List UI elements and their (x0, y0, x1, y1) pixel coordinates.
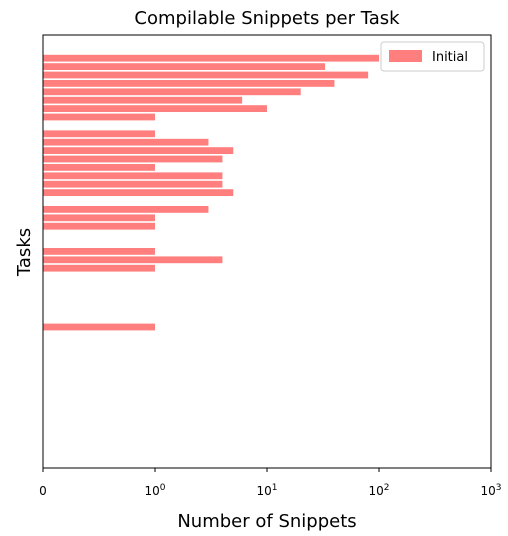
bar (43, 189, 234, 196)
bar (43, 323, 155, 331)
x-tick-label: 0 (39, 484, 47, 498)
x-tick-label: 101 (256, 483, 277, 498)
bar (43, 214, 155, 222)
legend: Initial (380, 41, 485, 72)
x-axis-label: Number of Snippets (177, 511, 356, 532)
bar (43, 71, 369, 79)
bar (43, 222, 155, 230)
bar (43, 80, 335, 87)
bar-group (43, 54, 379, 331)
x-tick-label: 102 (368, 483, 389, 498)
bar (43, 88, 301, 96)
legend-label: Initial (432, 50, 468, 65)
bar (43, 105, 267, 112)
legend-swatch (389, 50, 422, 62)
bar (43, 113, 155, 121)
bar (43, 130, 155, 138)
chart-title: Compilable Snippets per Task (134, 8, 400, 29)
bar (43, 164, 155, 171)
bar (43, 172, 223, 180)
bar (43, 147, 234, 154)
bar (43, 96, 243, 104)
bar (43, 180, 223, 188)
bar (43, 138, 209, 146)
x-axis-ticks: 0 100 101 102 103 (39, 468, 502, 498)
bar (43, 248, 155, 255)
legend-box (380, 41, 485, 72)
bar (43, 256, 223, 264)
bar (43, 63, 326, 70)
bar (43, 264, 155, 272)
bar (43, 206, 209, 213)
y-axis-label: Tasks (14, 228, 35, 277)
x-tick-label: 100 (144, 483, 165, 498)
bar (43, 54, 379, 62)
x-tick-label: 103 (480, 483, 501, 498)
bar (43, 155, 223, 163)
